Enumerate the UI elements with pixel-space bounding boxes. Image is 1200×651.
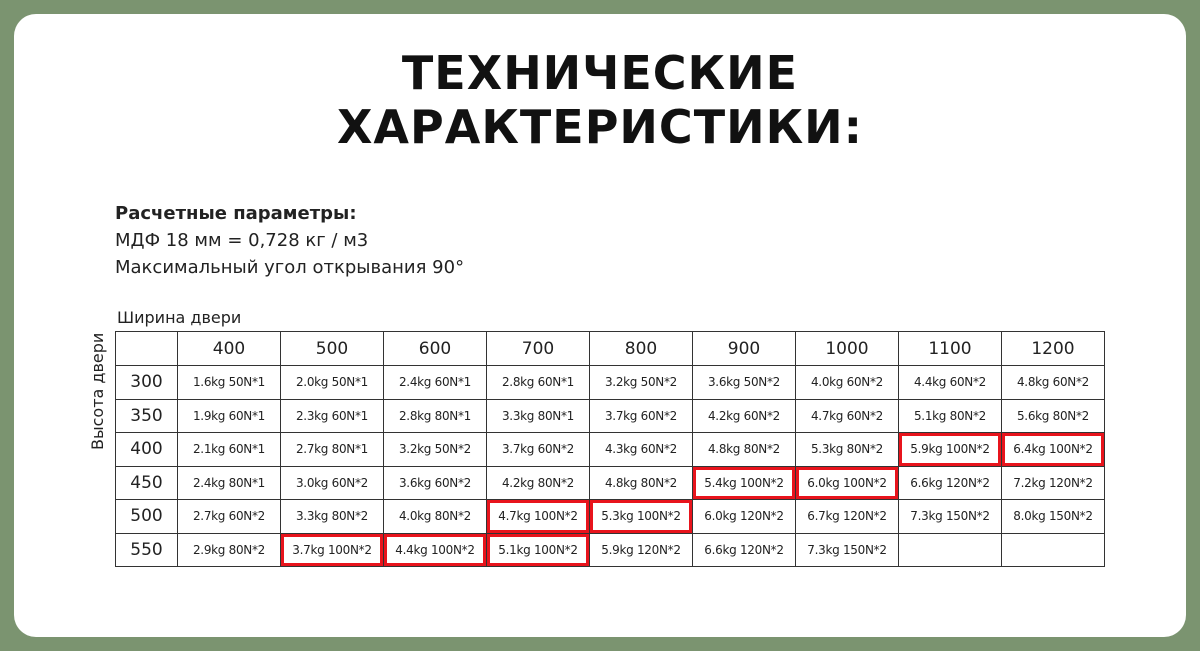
table-cell: 5.9kg 120N*2: [589, 532, 693, 567]
table-cell: 2.7kg 60N*2: [177, 499, 281, 534]
highlighted-cell: 4.7kg 100N*2: [486, 499, 590, 534]
table-cell: [898, 532, 1002, 567]
table-row: 350 1.9kg 60N*1 2.3kg 60N*1 2.8kg 80N*1 3.3k…: [115, 398, 1105, 433]
table-cell: 7.3kg 150N*2: [898, 499, 1002, 534]
highlighted-cell: 5.1kg 100N*2: [486, 532, 590, 567]
row-header: 400: [115, 432, 178, 467]
column-header: 1000: [795, 331, 899, 366]
params-heading: Расчетные параметры:: [115, 203, 357, 224]
table-cell: 3.0kg 60N*2: [280, 465, 384, 500]
table-cell: 4.4kg 60N*2: [898, 365, 1002, 400]
table-cell: 4.7kg 60N*2: [795, 398, 899, 433]
row-header: 300: [115, 365, 178, 400]
table-cell: 2.4kg 80N*1: [177, 465, 281, 500]
corner-cell: [115, 331, 178, 366]
highlighted-cell: 5.3kg 100N*2: [589, 499, 693, 534]
table-cell: 6.7kg 120N*2: [795, 499, 899, 534]
column-header: 1200: [1001, 331, 1105, 366]
highlighted-cell: 6.4kg 100N*2: [1001, 432, 1105, 467]
title-line-2: ХАРАКТЕРИСТИКИ:: [336, 100, 864, 154]
table-cell: 3.2kg 50N*2: [383, 432, 487, 467]
column-header: 1100: [898, 331, 1002, 366]
table-cell: 5.6kg 80N*2: [1001, 398, 1105, 433]
highlighted-cell: 5.9kg 100N*2: [898, 432, 1002, 467]
table-cell: 4.0kg 60N*2: [795, 365, 899, 400]
calculation-parameters: Расчетные параметры: МДФ 18 мм = 0,728 к…: [115, 200, 464, 281]
table-cell: 6.0kg 120N*2: [692, 499, 796, 534]
table-cell: 2.8kg 60N*1: [486, 365, 590, 400]
table-cell: 7.2kg 120N*2: [1001, 465, 1105, 500]
header-row: 400 500 600 700 800 900 1000 1100 1200: [115, 331, 1105, 366]
table-cell: 3.7kg 60N*2: [589, 398, 693, 433]
table-cell: 4.8kg 80N*2: [692, 432, 796, 467]
table-cell: 2.1kg 60N*1: [177, 432, 281, 467]
table-cell: 5.1kg 80N*2: [898, 398, 1002, 433]
table-cell: 1.6kg 50N*1: [177, 365, 281, 400]
title-line-1: ТЕХНИЧЕСКИЕ: [401, 46, 799, 100]
table-cell: 6.6kg 120N*2: [692, 532, 796, 567]
table-cell: 3.7kg 60N*2: [486, 432, 590, 467]
door-height-label: Высота двери: [88, 332, 107, 450]
column-header: 900: [692, 331, 796, 366]
table-row: 300 1.6kg 50N*1 2.0kg 50N*1 2.4kg 60N*1 2.8k…: [115, 365, 1105, 400]
table-cell: 3.3kg 80N*2: [280, 499, 384, 534]
table-cell: 4.8kg 60N*2: [1001, 365, 1105, 400]
table-cell: 4.2kg 60N*2: [692, 398, 796, 433]
table-cell: 2.3kg 60N*1: [280, 398, 384, 433]
table-cell: 5.3kg 80N*2: [795, 432, 899, 467]
table-cell: 3.2kg 50N*2: [589, 365, 693, 400]
params-line-1: МДФ 18 мм = 0,728 кг / м3: [115, 230, 369, 251]
row-header: 450: [115, 465, 178, 500]
table-cell: 1.9kg 60N*1: [177, 398, 281, 433]
table-cell: 6.6kg 120N*2: [898, 465, 1002, 500]
params-line-2: Максимальный угол открывания 90°: [115, 257, 465, 278]
table-cell: [1001, 532, 1105, 567]
table-row: 500 2.7kg 60N*2 3.3kg 80N*2 4.0kg 80N*2 4.7k…: [115, 499, 1105, 534]
column-header: 700: [486, 331, 590, 366]
table-cell: 3.6kg 50N*2: [692, 365, 796, 400]
specs-table: 400 500 600 700 800 900 1000 1100 1200 300 1.6kg 5…: [115, 331, 1105, 567]
row-header: 550: [115, 532, 178, 567]
highlighted-cell: 3.7kg 100N*2: [280, 532, 384, 567]
table-cell: 2.7kg 80N*1: [280, 432, 384, 467]
page-title: ТЕХНИЧЕСКИЕ ХАРАКТЕРИСТИКИ:: [0, 46, 1200, 154]
column-header: 500: [280, 331, 384, 366]
door-width-label: Ширина двери: [117, 308, 242, 327]
table-row: 400 2.1kg 60N*1 2.7kg 80N*1 3.2kg 50N*2 3.7k…: [115, 432, 1105, 467]
column-header: 800: [589, 331, 693, 366]
highlighted-cell: 6.0kg 100N*2: [795, 465, 899, 500]
table-cell: 4.0kg 80N*2: [383, 499, 487, 534]
table-cell: 4.3kg 60N*2: [589, 432, 693, 467]
table-cell: 4.8kg 80N*2: [589, 465, 693, 500]
table-row: 450 2.4kg 80N*1 3.0kg 60N*2 3.6kg 60N*2 4.2k…: [115, 465, 1105, 500]
column-header: 600: [383, 331, 487, 366]
table-cell: 3.6kg 60N*2: [383, 465, 487, 500]
table-cell: 7.3kg 150N*2: [795, 532, 899, 567]
table-cell: 8.0kg 150N*2: [1001, 499, 1105, 534]
table-cell: 2.9kg 80N*2: [177, 532, 281, 567]
row-header: 500: [115, 499, 178, 534]
row-header: 350: [115, 398, 178, 433]
table-row: 550 2.9kg 80N*2 3.7kg 100N*2 4.4kg 100N*2 5.…: [115, 532, 1105, 567]
highlighted-cell: 4.4kg 100N*2: [383, 532, 487, 567]
table-cell: 4.2kg 80N*2: [486, 465, 590, 500]
table-cell: 3.3kg 80N*1: [486, 398, 590, 433]
table-cell: 2.0kg 50N*1: [280, 365, 384, 400]
highlighted-cell: 5.4kg 100N*2: [692, 465, 796, 500]
table-cell: 2.8kg 80N*1: [383, 398, 487, 433]
table-cell: 2.4kg 60N*1: [383, 365, 487, 400]
column-header: 400: [177, 331, 281, 366]
